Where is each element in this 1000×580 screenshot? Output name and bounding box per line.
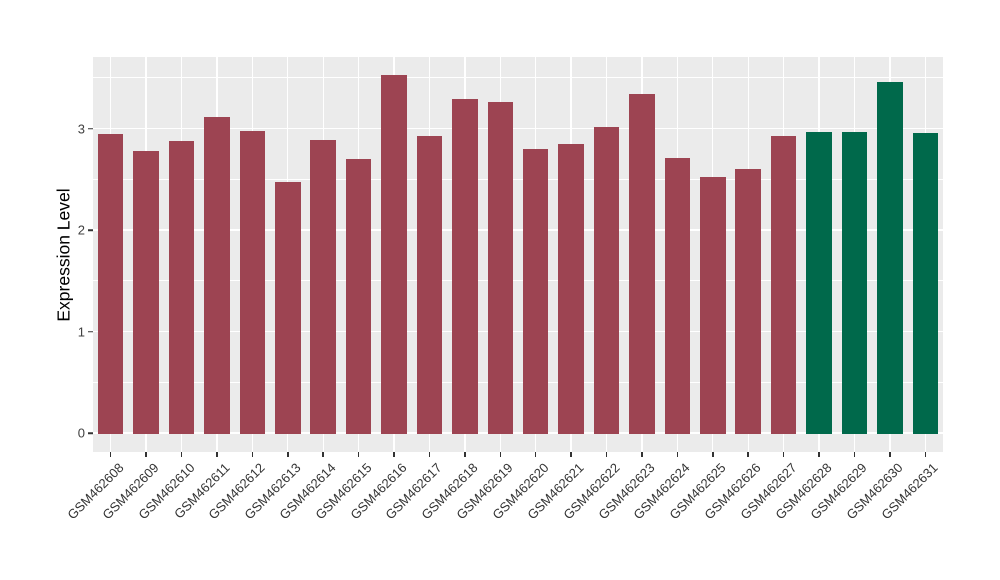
y-tick-mark: [87, 330, 93, 333]
minor-gridline: [93, 178, 943, 180]
x-tick-mark: [641, 452, 643, 457]
bar-GSM462617: [416, 135, 443, 434]
y-tick-mark: [87, 432, 93, 434]
bar-GSM462628: [806, 131, 832, 434]
bar-GSM462618: [452, 99, 478, 434]
bar-GSM462614: [310, 139, 336, 434]
y-axis-title: Expression Level: [53, 187, 74, 322]
major-gridline: [93, 330, 943, 333]
x-tick-mark: [251, 452, 254, 457]
y-tick-label: 0: [77, 425, 85, 441]
x-tick-mark: [818, 452, 820, 457]
bar-GSM462626: [735, 169, 761, 434]
x-tick-mark: [605, 452, 608, 457]
bar-GSM462609: [133, 150, 159, 434]
x-tick-mark: [889, 452, 891, 457]
x-tick-mark: [924, 452, 927, 457]
bar-GSM462631: [912, 132, 939, 434]
bar-GSM462624: [664, 157, 691, 434]
bar-GSM462630: [877, 81, 903, 434]
bar-GSM462621: [558, 143, 584, 434]
x-tick-mark: [109, 452, 112, 457]
bar-GSM462627: [770, 135, 797, 434]
x-tick-mark: [853, 452, 856, 457]
x-tick-mark: [499, 452, 502, 457]
bar-GSM462608: [97, 133, 124, 434]
minor-gridline: [93, 77, 943, 79]
x-tick-mark: [393, 452, 395, 457]
y-tick-label: 2: [77, 222, 85, 238]
bar-GSM462629: [841, 131, 868, 434]
bar-GSM462625: [700, 177, 726, 434]
bar-GSM462613: [275, 182, 301, 434]
bar-GSM462612: [239, 130, 266, 434]
minor-gridline: [93, 381, 943, 383]
x-tick-mark: [428, 452, 431, 457]
x-tick-mark: [534, 452, 537, 457]
major-gridline: [93, 432, 943, 434]
x-tick-mark: [712, 452, 714, 457]
bar-GSM462620: [522, 148, 549, 434]
bar-GSM462616: [381, 74, 407, 434]
bar-GSM462610: [168, 140, 195, 434]
x-tick-mark: [287, 452, 289, 457]
x-tick-mark: [357, 452, 360, 457]
bar-GSM462615: [345, 158, 372, 434]
y-tick-label: 3: [77, 121, 85, 136]
major-gridline: [93, 229, 943, 231]
y-tick-mark: [87, 127, 93, 130]
x-tick-mark: [782, 452, 785, 457]
x-tick-mark: [570, 452, 572, 457]
plot-panel: [93, 57, 943, 452]
bar-GSM462623: [629, 93, 655, 434]
x-tick-mark: [464, 452, 466, 457]
y-tick-mark: [87, 229, 93, 231]
x-tick-mark: [322, 452, 324, 457]
x-tick-mark: [180, 452, 183, 457]
major-gridline: [93, 127, 943, 130]
minor-gridline: [93, 280, 943, 282]
bar-GSM462622: [593, 127, 620, 434]
x-tick-mark: [216, 452, 218, 457]
bar-GSM462619: [487, 102, 514, 434]
y-tick-label: 1: [77, 324, 85, 339]
x-tick-mark: [747, 452, 749, 457]
x-tick-mark: [145, 452, 147, 457]
bar-GSM462611: [204, 117, 230, 434]
x-tick-mark: [676, 452, 679, 457]
